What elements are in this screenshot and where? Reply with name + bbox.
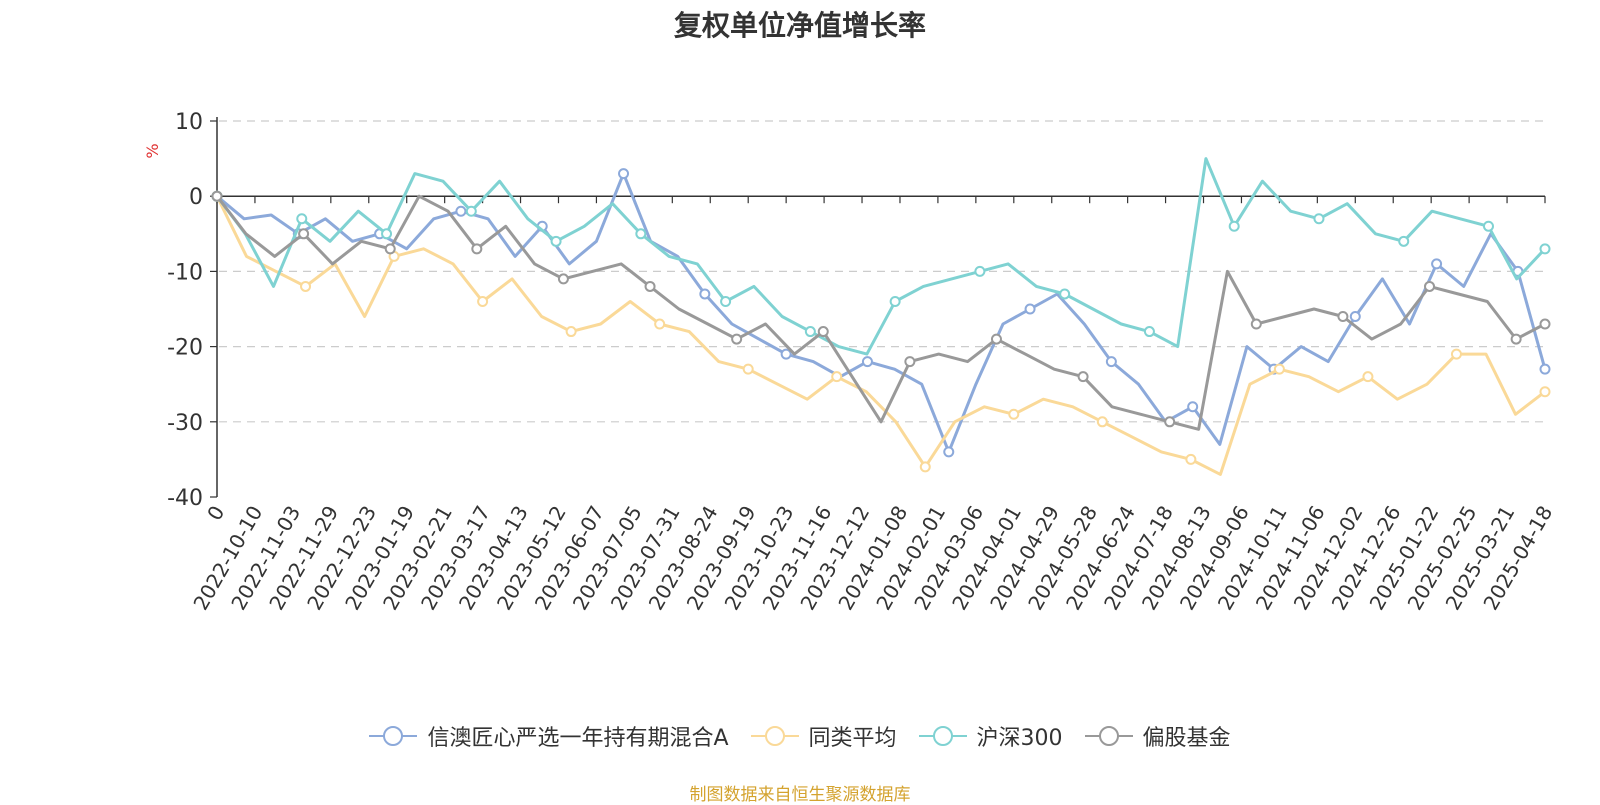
series-point-3 xyxy=(817,326,829,338)
series-point-3 xyxy=(990,333,1002,345)
series-point-0 xyxy=(618,168,630,180)
y-tick-label: 10 xyxy=(175,110,203,135)
series-point-1 xyxy=(742,363,754,375)
source-note: 制图数据来自恒生聚源数据库 xyxy=(689,785,911,805)
legend-swatch-csi300 xyxy=(918,726,967,746)
series-line-2 xyxy=(215,157,1547,356)
series-line-1 xyxy=(215,195,1546,476)
series-point-2 xyxy=(1539,243,1551,255)
x-tick-label: 0 xyxy=(202,502,229,525)
series-point-2 xyxy=(1398,235,1410,247)
series-point-3 xyxy=(471,243,483,255)
series-point-0 xyxy=(1187,401,1199,413)
series-point-2 xyxy=(465,205,477,217)
series-point-0 xyxy=(1431,258,1443,270)
legend-label-csi300: 沪深300 xyxy=(976,726,1063,751)
legend-swatch-peer-average xyxy=(750,726,799,746)
series-point-2 xyxy=(1143,326,1155,338)
series-line-0 xyxy=(216,172,1547,454)
legend-swatch-marker xyxy=(932,726,953,746)
legend-item-peer-average[interactable]: 同类平均 xyxy=(750,720,897,752)
legend-swatch-marker xyxy=(383,726,404,746)
series-point-0 xyxy=(1024,303,1036,315)
series-point-2 xyxy=(889,295,901,307)
series-point-1 xyxy=(1362,371,1374,383)
series-point-0 xyxy=(1539,363,1551,375)
series-point-3 xyxy=(731,333,743,345)
series-point-3 xyxy=(1164,416,1176,428)
legend-swatch-marker xyxy=(1098,726,1119,746)
series-point-3 xyxy=(557,273,569,285)
chart-title: 复权单位净值增长率 xyxy=(673,9,926,42)
legend-item-fund[interactable]: 信澳匠心严选一年持有期混合A xyxy=(369,720,729,752)
y-tick-label: 0 xyxy=(189,185,203,210)
series-point-0 xyxy=(455,205,467,217)
series-point-3 xyxy=(1539,318,1551,330)
series-point-1 xyxy=(1539,386,1551,398)
series-point-1 xyxy=(654,318,666,330)
legend-swatch-marker xyxy=(764,726,785,746)
series-point-1 xyxy=(831,371,843,383)
series-point-3 xyxy=(211,190,223,202)
series-point-1 xyxy=(919,461,931,473)
series-point-0 xyxy=(699,288,711,300)
series-point-1 xyxy=(1008,408,1020,420)
series-point-2 xyxy=(635,228,647,240)
y-tick-label: -10 xyxy=(167,260,203,285)
series-point-1 xyxy=(477,295,489,307)
legend-label-fund: 信澳匠心严选一年持有期混合A xyxy=(427,726,729,751)
series-point-2 xyxy=(1228,220,1240,232)
series-point-2 xyxy=(974,265,986,277)
series-point-1 xyxy=(1273,363,1285,375)
series-point-2 xyxy=(1482,220,1494,232)
series-point-2 xyxy=(381,228,393,240)
series-point-0 xyxy=(861,356,873,368)
series-point-0 xyxy=(1105,356,1117,368)
series-point-3 xyxy=(1510,333,1522,345)
series-point-3 xyxy=(384,243,396,255)
series-point-3 xyxy=(644,280,656,292)
legend-item-csi300[interactable]: 沪深300 xyxy=(918,720,1063,752)
legend-label-equity-fund: 偏股基金 xyxy=(1142,726,1231,751)
series-point-2 xyxy=(1313,213,1325,225)
legend: 信澳匠心严选一年持有期混合A 同类平均 沪深300 偏股基金 xyxy=(0,720,1600,752)
series-point-1 xyxy=(1450,348,1462,360)
series-point-1 xyxy=(300,280,312,292)
legend-item-equity-fund[interactable]: 偏股基金 xyxy=(1084,720,1231,752)
series-point-0 xyxy=(943,446,955,458)
y-tick-label: -40 xyxy=(167,486,203,511)
series-point-3 xyxy=(1250,318,1262,330)
series-point-1 xyxy=(1096,416,1108,428)
series-point-2 xyxy=(550,235,562,247)
series-point-3 xyxy=(1077,371,1089,383)
series-point-1 xyxy=(1185,453,1197,465)
series-point-3 xyxy=(904,356,916,368)
series-point-3 xyxy=(1337,311,1349,323)
y-tick-label: -30 xyxy=(167,411,203,436)
series-point-0 xyxy=(780,348,792,360)
legend-swatch-fund xyxy=(369,726,418,746)
legend-label-peer-average: 同类平均 xyxy=(808,726,897,751)
y-tick-label: -20 xyxy=(167,336,203,361)
series-point-2 xyxy=(1059,288,1071,300)
series-point-2 xyxy=(720,295,732,307)
series-point-2 xyxy=(296,213,308,225)
series-point-0 xyxy=(1349,311,1361,323)
series-line-3 xyxy=(215,194,1546,431)
series-point-1 xyxy=(565,326,577,338)
series-point-2 xyxy=(804,326,816,338)
series-point-3 xyxy=(1424,280,1436,292)
series-point-3 xyxy=(298,228,310,240)
y-axis-unit: % xyxy=(143,143,162,158)
legend-swatch-equity-fund xyxy=(1084,726,1133,746)
